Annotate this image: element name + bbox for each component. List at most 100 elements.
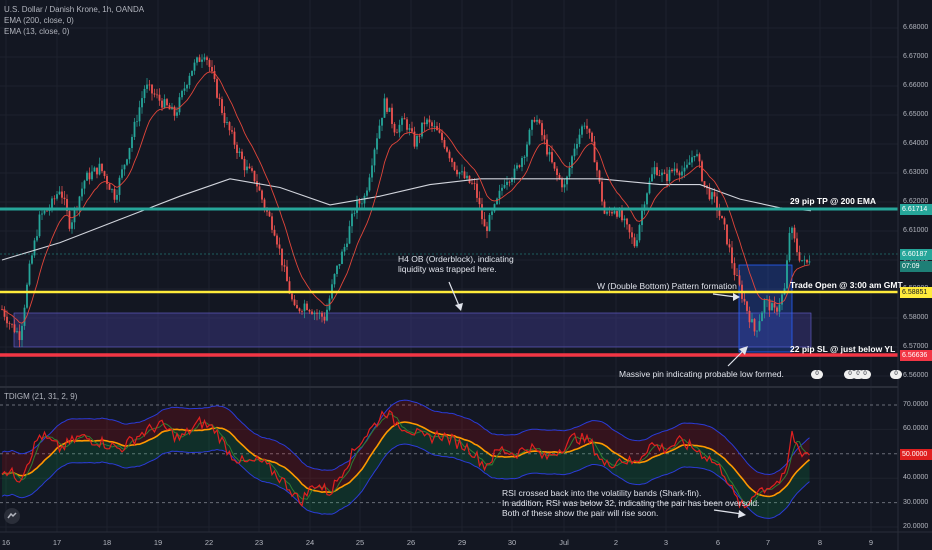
candle-body	[486, 226, 488, 232]
countdown-label: 07:09	[900, 261, 932, 272]
candle-body	[421, 122, 423, 137]
candle-body	[131, 136, 133, 149]
candle-body	[778, 304, 781, 312]
candle-body	[106, 176, 108, 184]
candle-body	[586, 125, 588, 129]
candle-body	[593, 141, 596, 163]
candle-body	[488, 214, 491, 232]
candle-body	[711, 192, 713, 200]
event-badge[interactable]: 0	[811, 370, 823, 379]
time-tick: 7	[765, 538, 771, 547]
candle-body	[191, 70, 193, 76]
candle-body	[636, 240, 638, 247]
candle-body	[356, 200, 358, 213]
legend-ema13[interactable]: EMA (13, close, 0)	[4, 27, 70, 36]
candle-body	[458, 172, 461, 175]
candle-body	[561, 178, 563, 188]
candle-body	[66, 199, 68, 212]
event-badge[interactable]: 0	[859, 370, 871, 379]
candle-body	[691, 157, 693, 163]
candle-body	[326, 309, 328, 321]
candle-body	[306, 303, 308, 311]
candle-body	[291, 293, 293, 300]
event-badge[interactable]: 0	[844, 370, 856, 379]
candle-body	[678, 172, 681, 176]
candle-body	[391, 107, 393, 124]
candle-body	[786, 260, 788, 289]
legend-symbol[interactable]: U.S. Dollar / Danish Krone, 1h, OANDA	[4, 5, 145, 14]
candle-body	[358, 200, 361, 204]
candle-body	[353, 212, 356, 214]
candle-body	[681, 171, 683, 176]
rsi-arrow-head	[738, 510, 746, 518]
candle-body	[63, 197, 66, 200]
candle-body	[201, 59, 203, 62]
candle-body	[13, 324, 16, 333]
w-pattern-annotation: W (Double Bottom) Pattern formation	[597, 281, 737, 291]
candle-body	[403, 118, 406, 120]
legend-ema200[interactable]: EMA (200, close, 0)	[4, 16, 74, 25]
candle-body	[216, 79, 218, 98]
rsi-current-label: 50.0000	[900, 449, 932, 460]
candles	[1, 53, 811, 348]
candle-body	[516, 165, 518, 169]
time-tick: 30	[507, 538, 517, 547]
candle-body	[781, 294, 783, 305]
candle-body	[58, 191, 61, 195]
candle-body	[738, 275, 741, 285]
legend-indicator[interactable]: TDIGM (21, 31, 2, 9)	[4, 392, 78, 401]
candle-body	[506, 181, 508, 185]
candle-body	[396, 132, 398, 134]
candle-body	[556, 168, 558, 175]
candle-body	[368, 177, 371, 191]
candle-body	[623, 218, 626, 221]
current-price-label: 6.60187	[900, 249, 932, 260]
candle-body	[128, 148, 131, 160]
candle-body	[698, 154, 701, 162]
candle-body	[796, 238, 798, 253]
candle-body	[156, 94, 158, 96]
price-tick: 6.58000	[903, 314, 929, 321]
candle-body	[186, 85, 188, 89]
candle-body	[661, 172, 663, 176]
candle-body	[476, 183, 478, 198]
candle-body	[666, 173, 668, 182]
candle-body	[543, 135, 546, 140]
candle-body	[731, 247, 733, 264]
candle-body	[498, 190, 501, 199]
candle-body	[363, 195, 366, 204]
rsi-lower-band-fill	[2, 422, 810, 519]
candle-body	[151, 84, 153, 94]
candle-body	[791, 227, 793, 233]
candle-body	[683, 167, 686, 172]
candle-body	[618, 210, 621, 217]
price-tick: 6.67000	[903, 53, 929, 60]
candle-body	[713, 192, 716, 197]
candle-body	[606, 211, 608, 214]
candle-body	[136, 121, 138, 123]
event-badge[interactable]: 0	[852, 370, 864, 379]
candle-body	[576, 144, 578, 149]
candle-body	[313, 312, 316, 315]
candle-body	[441, 132, 443, 141]
candle-body	[166, 99, 168, 106]
candle-body	[716, 196, 718, 211]
candle-body	[31, 255, 33, 264]
candle-body	[276, 235, 278, 245]
candle-body	[566, 176, 568, 185]
price-tick: 6.64000	[903, 140, 929, 147]
candle-body	[521, 157, 523, 167]
candle-body	[181, 90, 183, 98]
time-tick: 26	[406, 538, 416, 547]
tradingview-logo-icon[interactable]	[4, 508, 20, 524]
candle-body	[223, 112, 226, 124]
candle-body	[538, 119, 541, 124]
candle-body	[518, 165, 521, 167]
event-badge[interactable]: 0	[890, 370, 902, 379]
price-tick: 6.61000	[903, 227, 929, 234]
orderblock-zone	[13, 312, 812, 348]
pin-arrow-head	[739, 346, 748, 355]
candle-body	[198, 57, 201, 62]
candle-body	[733, 263, 736, 276]
